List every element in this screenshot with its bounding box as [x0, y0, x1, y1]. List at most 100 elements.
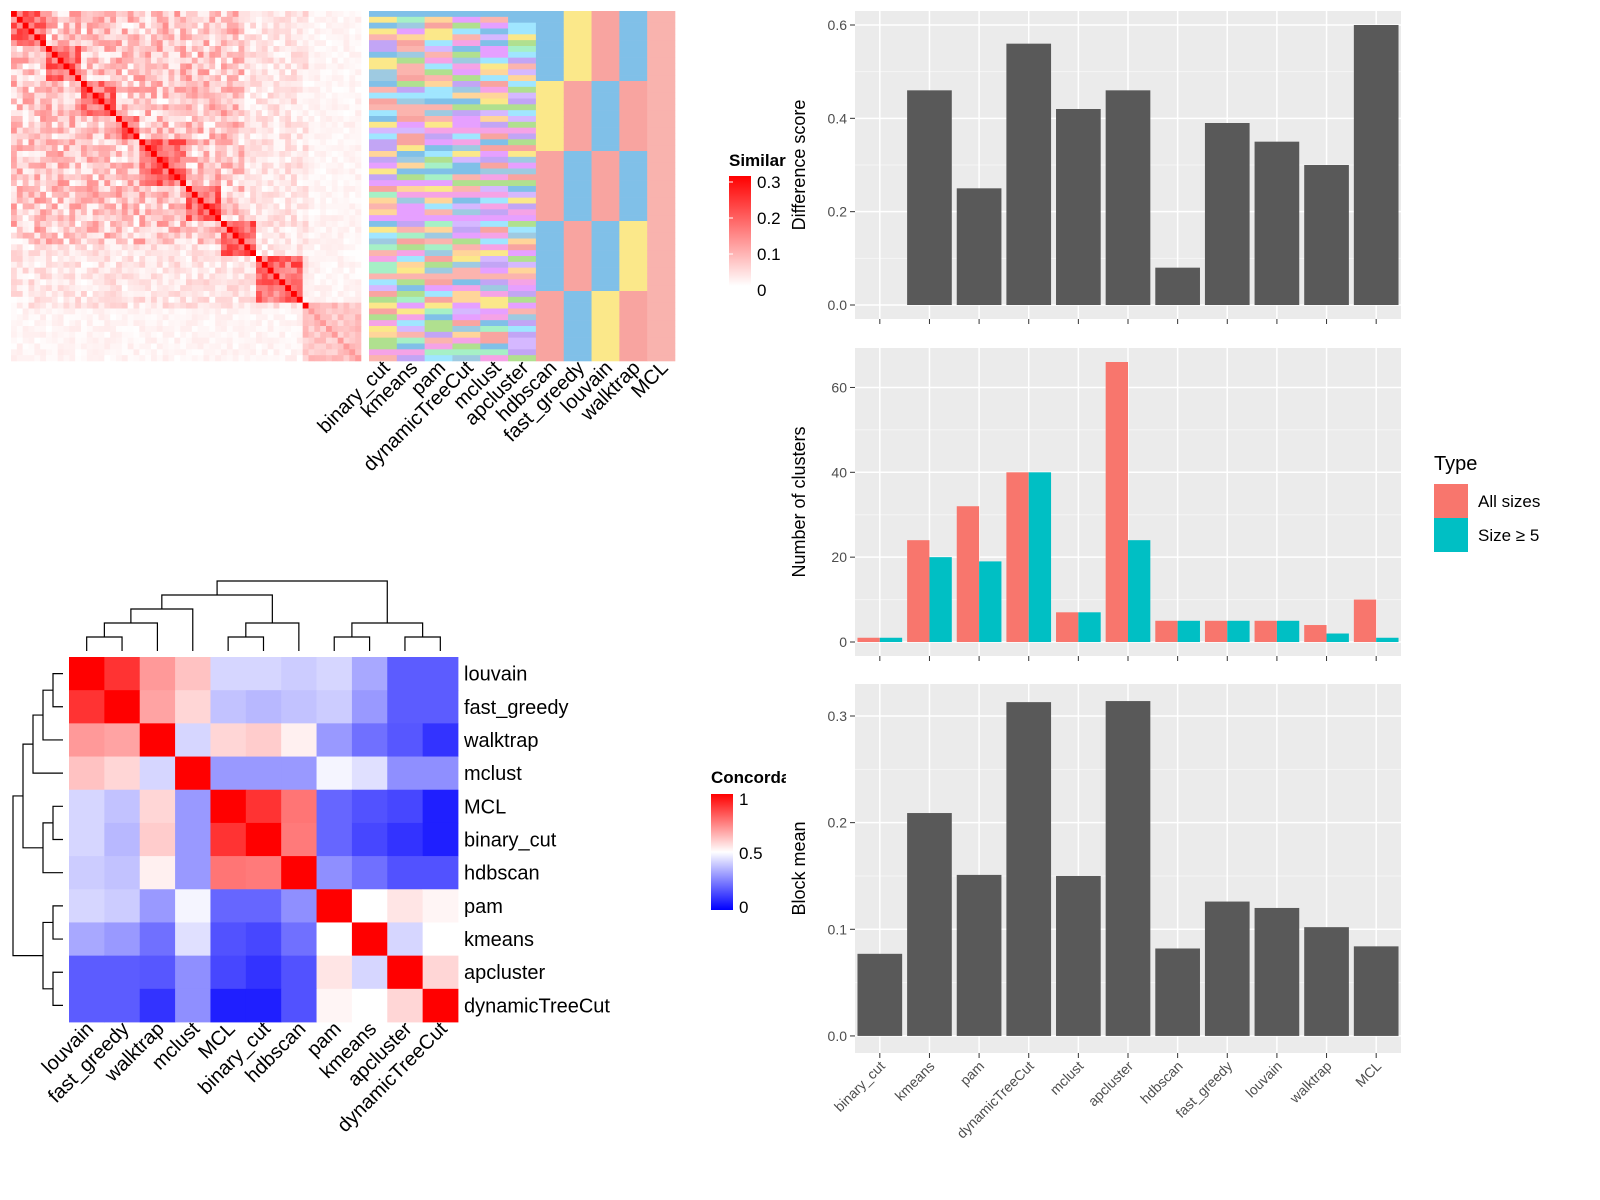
similarity-cell — [28, 226, 35, 233]
similarity-cell — [121, 16, 128, 23]
similarity-cell — [145, 121, 152, 128]
similarity-cell — [197, 151, 204, 158]
similarity-cell — [22, 337, 29, 344]
similarity-cell — [57, 174, 64, 181]
similarity-cell — [81, 209, 88, 216]
similarity-cell — [320, 355, 327, 362]
similarity-cell — [81, 162, 88, 169]
similarity-cell — [291, 320, 298, 327]
similarity-cell — [349, 215, 356, 222]
membership-cell — [508, 291, 537, 298]
similarity-cell — [296, 168, 303, 175]
similarity-cell — [34, 296, 41, 303]
similarity-cell — [296, 139, 303, 146]
similarity-cell — [180, 314, 187, 321]
similarity-cell — [256, 34, 263, 41]
membership-cell — [424, 267, 453, 274]
similarity-cell — [92, 174, 99, 181]
membership-cell — [424, 256, 453, 263]
similarity-cell — [337, 46, 344, 53]
similarity-cell — [86, 250, 93, 257]
similarity-cell — [151, 51, 158, 58]
similarity-cell — [291, 16, 298, 23]
membership-cell — [535, 314, 565, 321]
similarity-cell — [110, 326, 117, 333]
similarity-cell — [116, 215, 123, 222]
similarity-cell — [51, 51, 58, 58]
similarity-cell — [250, 349, 257, 356]
similarity-cell — [57, 11, 64, 18]
similarity-cell — [285, 355, 292, 362]
similarity-cell — [250, 46, 257, 53]
similarity-cell — [16, 81, 23, 88]
similarity-cell — [174, 121, 181, 128]
y-tick-label: 20 — [831, 549, 847, 565]
membership-cell — [535, 267, 565, 274]
similarity-cell — [326, 337, 333, 344]
similarity-cell — [104, 92, 111, 99]
concordance-cell — [387, 690, 424, 724]
membership-cell — [563, 92, 592, 99]
similarity-cell — [244, 244, 251, 251]
similarity-cell — [40, 191, 47, 198]
similarity-cell — [174, 302, 181, 309]
y-tick-label: 0.3 — [828, 708, 848, 724]
similarity-cell — [40, 349, 47, 356]
similarity-cell — [16, 145, 23, 152]
similarity-cell — [11, 16, 18, 23]
concordance-cell — [210, 723, 247, 757]
similarity-cell — [250, 174, 257, 181]
similarity-cell — [127, 256, 134, 263]
similarity-cell — [104, 296, 111, 303]
similarity-cell — [11, 267, 18, 274]
membership-cell — [396, 337, 425, 344]
similarity-cell — [46, 279, 53, 286]
similarity-cell — [69, 139, 76, 146]
similarity-cell — [174, 22, 181, 29]
similarity-cell — [244, 34, 251, 41]
concordance-heatmap-panel: louvainfast_greedywalktrapmclustMCLbinar… — [12, 580, 826, 1137]
similarity-cell — [151, 40, 158, 47]
similarity-cell — [203, 121, 210, 128]
similarity-cell — [22, 331, 29, 338]
similarity-cell — [40, 314, 47, 321]
bar — [1105, 90, 1151, 305]
membership-cell — [508, 174, 537, 181]
similarity-cell — [191, 110, 198, 117]
membership-cell — [480, 63, 509, 70]
membership-cell — [480, 110, 509, 117]
similarity-cell — [174, 16, 181, 23]
similarity-cell — [267, 273, 274, 280]
similarity-cell — [81, 34, 88, 41]
similarity-cell — [221, 92, 228, 99]
similarity-cell — [250, 133, 257, 140]
similarity-cell — [34, 168, 41, 175]
membership-cell — [591, 57, 620, 64]
similarity-cell — [51, 215, 58, 222]
similarity-cell — [139, 11, 146, 18]
similarity-cell — [168, 69, 175, 76]
bar-all-sizes — [1254, 620, 1277, 642]
similarity-cell — [57, 331, 64, 338]
similarity-cell — [331, 221, 338, 228]
similarity-cell — [168, 139, 175, 146]
similarity-cell — [151, 174, 158, 181]
similarity-cell — [261, 63, 268, 70]
similarity-cell — [116, 296, 123, 303]
similarity-cell — [75, 16, 82, 23]
membership-cell — [452, 221, 481, 228]
similarity-cell — [69, 296, 76, 303]
similarity-cell — [296, 116, 303, 123]
similarity-cell — [197, 355, 204, 362]
similarity-cell — [355, 256, 362, 263]
similarity-cell — [314, 267, 321, 274]
similarity-cell — [221, 186, 228, 193]
similarity-cell — [145, 331, 152, 338]
concordance-cell — [139, 657, 176, 691]
similarity-cell — [331, 296, 338, 303]
similarity-cell — [320, 180, 327, 187]
similarity-cell — [174, 28, 181, 35]
similarity-cell — [343, 267, 350, 274]
similarity-cell — [46, 63, 53, 70]
membership-cell — [619, 40, 648, 47]
